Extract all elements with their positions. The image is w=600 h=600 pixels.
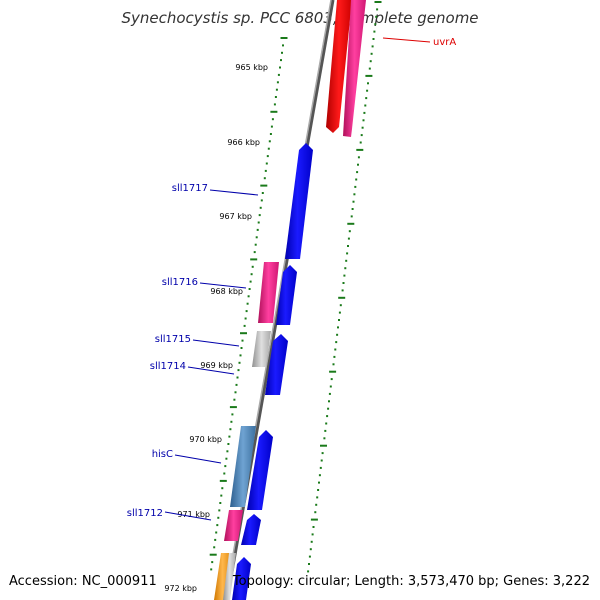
gene-label-sll1717[interactable]: sll1717 xyxy=(172,183,208,194)
position-label: 969 kbp xyxy=(200,361,233,370)
gene-label-sll1716[interactable]: sll1716 xyxy=(162,277,198,288)
position-label: 970 kbp xyxy=(189,435,222,444)
gene-sll1717[interactable] xyxy=(285,143,313,259)
position-label: 968 kbp xyxy=(210,287,243,296)
position-label: 972 kbp xyxy=(164,584,197,593)
gene-label-sll1712-group: sll1712 xyxy=(127,508,212,521)
position-labels: 965 kbp 966 kbp 967 kbp 968 kbp 969 kbp … xyxy=(164,63,268,593)
gene-label-hisC-group: hisC xyxy=(152,449,222,464)
position-label: 965 kbp xyxy=(235,63,268,72)
gene-label-sll1714[interactable]: sll1714 xyxy=(150,361,186,372)
gene-label-uvrA-group: uvrA xyxy=(382,37,456,48)
gene-sll1714[interactable] xyxy=(265,334,288,395)
accession-text: Accession: NC_000911 xyxy=(9,574,157,589)
gene-label-sll1714-group: sll1714 xyxy=(150,361,235,375)
inner-tick-track xyxy=(209,37,288,571)
gene-label-sll1715[interactable]: sll1715 xyxy=(155,334,191,345)
gene-uvrA[interactable] xyxy=(326,0,366,137)
gene-sll1712[interactable] xyxy=(224,510,261,545)
gene-sll1715[interactable] xyxy=(252,331,271,367)
gene-label-hisC[interactable]: hisC xyxy=(152,449,173,460)
position-label: 971 kbp xyxy=(177,510,210,519)
topology-text: Topology: circular; Length: 3,573,470 bp… xyxy=(232,574,590,589)
gene-label-uvrA[interactable]: uvrA xyxy=(433,37,456,48)
gene-label-sll1715-group: sll1715 xyxy=(155,334,240,347)
gene-hisC[interactable] xyxy=(230,426,273,510)
gene-label-sll1716-group: sll1716 xyxy=(162,277,247,289)
gene-label-sll1712[interactable]: sll1712 xyxy=(127,508,163,519)
position-label: 967 kbp xyxy=(219,212,252,221)
outer-tick-track xyxy=(307,1,382,573)
position-label: 966 kbp xyxy=(227,138,260,147)
gene-sll1716[interactable] xyxy=(258,262,297,325)
gene-bottom[interactable] xyxy=(214,553,251,600)
gene-label-sll1717-group: sll1717 xyxy=(172,183,259,196)
genome-title: Synechocystis sp. PCC 6803, complete gen… xyxy=(121,9,479,27)
